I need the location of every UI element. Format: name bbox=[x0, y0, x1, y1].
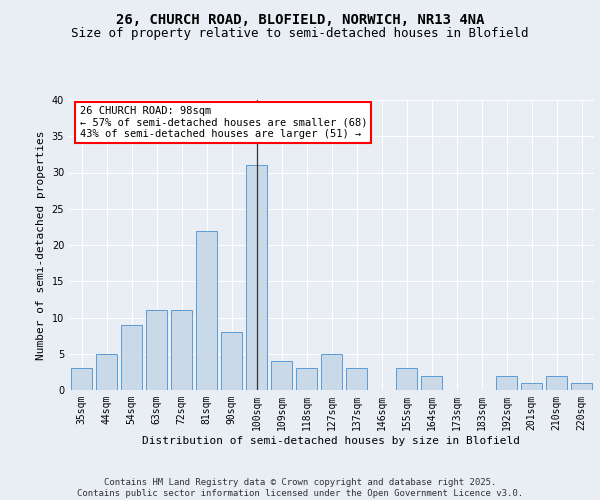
Bar bbox=[421, 376, 442, 390]
Text: 26, CHURCH ROAD, BLOFIELD, NORWICH, NR13 4NA: 26, CHURCH ROAD, BLOFIELD, NORWICH, NR13… bbox=[116, 12, 484, 26]
Bar bbox=[521, 383, 542, 390]
Text: Size of property relative to semi-detached houses in Blofield: Size of property relative to semi-detach… bbox=[71, 28, 529, 40]
Y-axis label: Number of semi-detached properties: Number of semi-detached properties bbox=[36, 130, 46, 360]
Bar bbox=[271, 361, 292, 390]
X-axis label: Distribution of semi-detached houses by size in Blofield: Distribution of semi-detached houses by … bbox=[143, 436, 521, 446]
Text: Contains HM Land Registry data © Crown copyright and database right 2025.
Contai: Contains HM Land Registry data © Crown c… bbox=[77, 478, 523, 498]
Bar bbox=[171, 310, 192, 390]
Bar bbox=[121, 325, 142, 390]
Bar bbox=[321, 354, 342, 390]
Bar bbox=[71, 368, 92, 390]
Bar bbox=[96, 354, 117, 390]
Bar bbox=[346, 368, 367, 390]
Bar bbox=[196, 230, 217, 390]
Bar bbox=[221, 332, 242, 390]
Bar bbox=[546, 376, 567, 390]
Bar bbox=[396, 368, 417, 390]
Bar bbox=[296, 368, 317, 390]
Text: 26 CHURCH ROAD: 98sqm
← 57% of semi-detached houses are smaller (68)
43% of semi: 26 CHURCH ROAD: 98sqm ← 57% of semi-deta… bbox=[79, 106, 367, 139]
Bar bbox=[246, 165, 267, 390]
Bar bbox=[146, 310, 167, 390]
Bar bbox=[571, 383, 592, 390]
Bar bbox=[496, 376, 517, 390]
